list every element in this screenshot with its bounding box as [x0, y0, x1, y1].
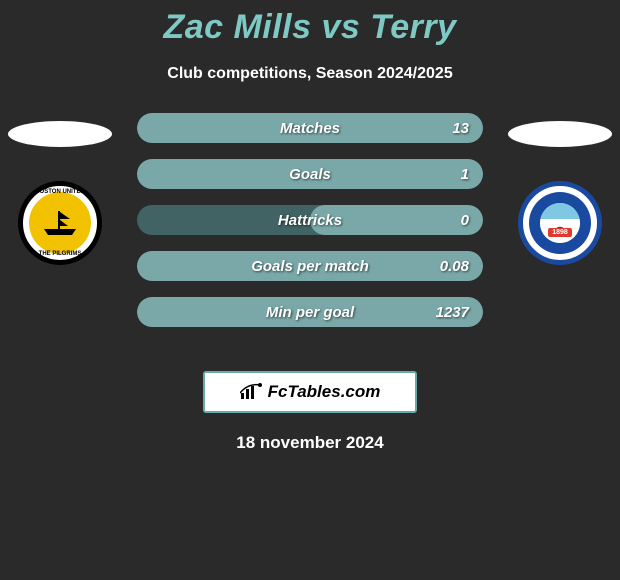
stat-label: Min per goal	[266, 304, 354, 321]
stat-label: Matches	[280, 120, 340, 137]
team-name-bottom-left: THE PILGRIMS	[39, 251, 82, 257]
team-name-top-left: BOSTON UNITED	[35, 189, 85, 195]
stat-label: Goals per match	[251, 258, 369, 275]
stat-row: Matches 13	[137, 113, 483, 143]
stat-row: Min per goal 1237	[137, 297, 483, 327]
subtitle: Club competitions, Season 2024/2025	[0, 65, 620, 83]
stats-bars: Matches 13 Goals 1 Hattricks 0 Goals per match…	[137, 113, 483, 327]
stat-label: Hattricks	[278, 212, 342, 229]
stat-label: Goals	[289, 166, 331, 183]
brand-name: FcTables.com	[268, 382, 381, 402]
player-photo-placeholder-left	[8, 121, 112, 147]
ship-icon	[42, 209, 78, 237]
badge-right-scene: 1898	[540, 203, 580, 243]
team-badge-right-inner: 1898	[529, 192, 591, 254]
stat-value-right: 0.08	[440, 258, 469, 275]
team-badge-right: 1898	[518, 181, 602, 265]
main-area: BOSTON UNITED THE PILGRIMS	[0, 113, 620, 353]
right-player-panel: 1898	[500, 113, 620, 265]
stat-value-right: 1237	[436, 304, 469, 321]
comparison-infographic: Zac Mills vs Terry Club competitions, Se…	[0, 0, 620, 580]
team-badge-left: BOSTON UNITED THE PILGRIMS	[18, 181, 102, 265]
stat-value-right: 1	[461, 166, 469, 183]
sky-icon	[540, 203, 580, 219]
year-banner: 1898	[548, 228, 572, 237]
brand-box: FcTables.com	[203, 371, 417, 413]
player-photo-placeholder-right	[508, 121, 612, 147]
date-label: 18 november 2024	[0, 433, 620, 453]
stat-value-right: 13	[452, 120, 469, 137]
bar-chart-icon	[240, 383, 262, 401]
stat-row: Goals per match 0.08	[137, 251, 483, 281]
team-badge-left-inner: BOSTON UNITED THE PILGRIMS	[29, 192, 91, 254]
left-player-panel: BOSTON UNITED THE PILGRIMS	[0, 113, 120, 265]
page-title: Zac Mills vs Terry	[0, 0, 620, 47]
stat-value-right: 0	[461, 212, 469, 229]
stat-row: Hattricks 0	[137, 205, 483, 235]
stat-row: Goals 1	[137, 159, 483, 189]
